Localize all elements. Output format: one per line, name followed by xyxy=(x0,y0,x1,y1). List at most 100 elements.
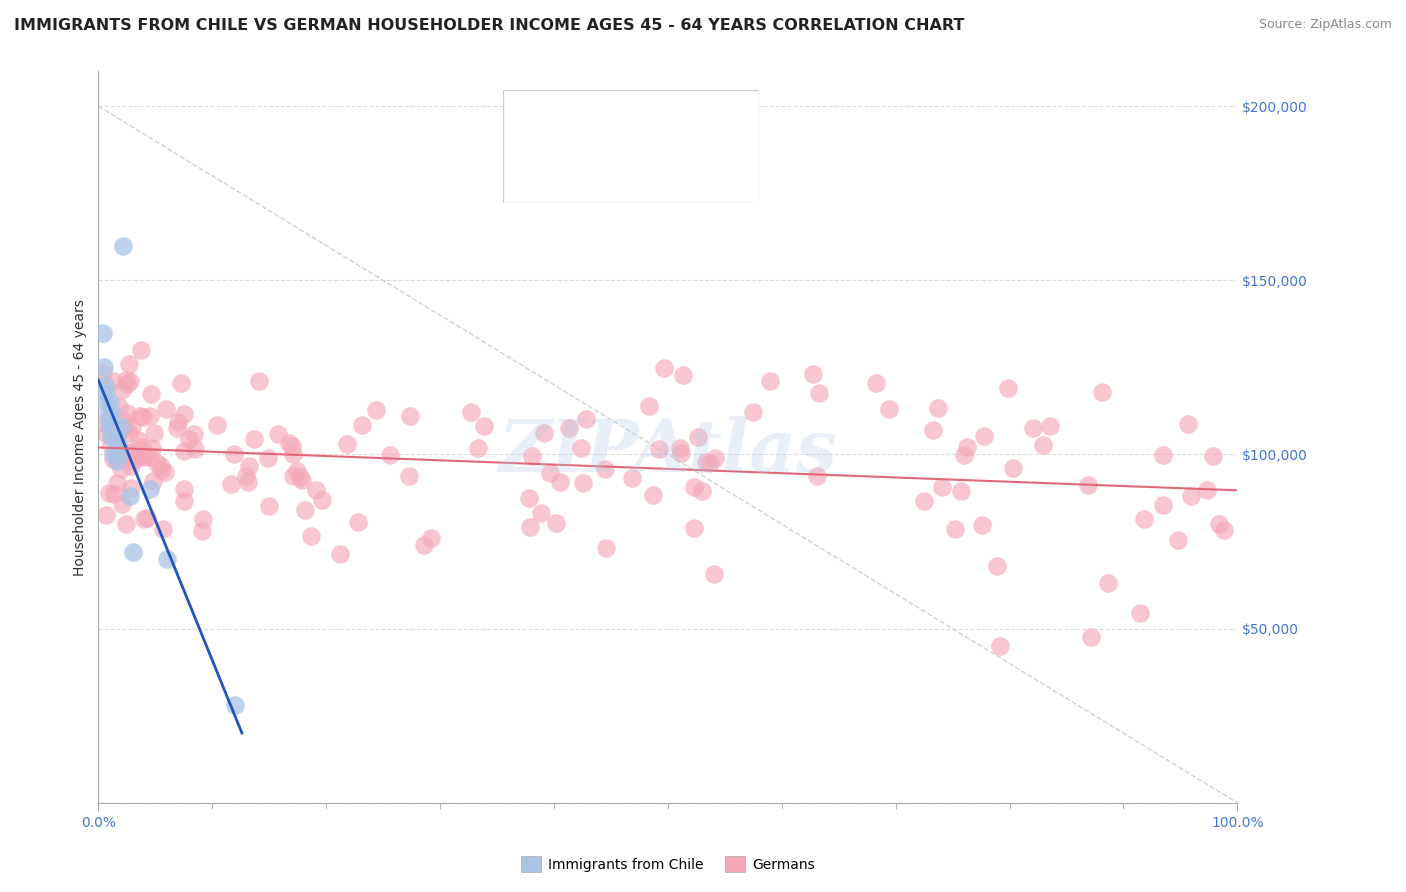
Point xyxy=(1133,512,1156,526)
Point xyxy=(97,412,120,426)
Point xyxy=(247,375,270,389)
Point xyxy=(105,433,128,447)
Point xyxy=(104,430,127,444)
Point xyxy=(110,445,132,459)
Y-axis label: Householder Income Ages 45 - 64 years: Householder Income Ages 45 - 64 years xyxy=(73,299,87,575)
Point xyxy=(108,448,131,462)
Point xyxy=(1180,489,1202,503)
Point xyxy=(280,439,302,453)
Point xyxy=(101,406,124,420)
Point xyxy=(122,453,145,467)
Point xyxy=(956,440,979,454)
Point xyxy=(530,506,553,520)
Point xyxy=(173,494,195,508)
Point xyxy=(167,415,190,429)
Point xyxy=(398,468,420,483)
Point xyxy=(931,480,953,494)
Point xyxy=(671,446,693,460)
Point xyxy=(703,566,725,581)
Point xyxy=(257,450,280,465)
Point xyxy=(460,405,482,419)
Point xyxy=(572,476,595,491)
Point xyxy=(94,416,117,430)
Point xyxy=(118,357,141,371)
Point xyxy=(801,367,824,381)
Point xyxy=(105,441,128,455)
Point xyxy=(669,442,692,456)
Point xyxy=(997,381,1019,395)
Point xyxy=(173,443,195,458)
Point xyxy=(1177,417,1199,431)
Point xyxy=(94,508,117,523)
Point xyxy=(173,482,195,496)
Point xyxy=(166,421,188,435)
Point xyxy=(96,406,118,420)
Point xyxy=(741,405,763,419)
Point xyxy=(879,402,901,417)
Point xyxy=(219,477,242,491)
Point xyxy=(139,387,162,401)
Point xyxy=(1080,630,1102,644)
Point xyxy=(638,399,661,413)
Point xyxy=(111,423,134,437)
Point xyxy=(134,450,156,464)
Point xyxy=(145,456,167,470)
Point xyxy=(224,446,246,460)
Point xyxy=(183,427,205,442)
Legend: Immigrants from Chile, Germans: Immigrants from Chile, Germans xyxy=(515,850,821,878)
Point xyxy=(121,545,143,559)
Point xyxy=(143,425,166,440)
Point xyxy=(986,559,1008,574)
Point xyxy=(569,441,592,455)
Point xyxy=(533,425,555,440)
Point xyxy=(127,433,149,447)
Point xyxy=(91,326,114,340)
Point xyxy=(540,466,562,480)
Point xyxy=(191,524,214,538)
Point xyxy=(927,401,949,416)
Point xyxy=(139,409,162,423)
Point xyxy=(117,426,139,441)
Point xyxy=(467,441,489,455)
Point xyxy=(278,435,301,450)
Point xyxy=(131,440,153,454)
Point xyxy=(107,400,129,414)
Point xyxy=(120,481,142,495)
Point xyxy=(132,512,155,526)
Point xyxy=(129,343,152,357)
Point xyxy=(285,464,308,478)
Point xyxy=(224,698,246,713)
Point xyxy=(1022,420,1045,434)
Point xyxy=(100,437,122,451)
Point xyxy=(112,414,135,428)
Point xyxy=(695,455,717,469)
Point xyxy=(922,423,945,437)
Point xyxy=(413,538,436,552)
Point xyxy=(110,461,132,475)
Point xyxy=(686,430,709,444)
Point xyxy=(703,450,725,465)
Point xyxy=(236,475,259,489)
Point xyxy=(595,462,617,476)
Point xyxy=(943,522,966,536)
Point xyxy=(329,548,352,562)
Point xyxy=(1212,523,1234,537)
Point xyxy=(807,386,830,401)
Point xyxy=(193,512,215,526)
Point xyxy=(641,488,664,502)
Point xyxy=(1167,533,1189,547)
Text: Source: ZipAtlas.com: Source: ZipAtlas.com xyxy=(1258,18,1392,31)
Point xyxy=(103,487,125,501)
Point xyxy=(94,427,117,442)
Point xyxy=(132,409,155,424)
Point xyxy=(170,376,193,390)
Point xyxy=(257,500,280,514)
Point xyxy=(267,426,290,441)
Point xyxy=(519,520,541,534)
Point xyxy=(1091,385,1114,400)
Point xyxy=(595,541,617,555)
Point xyxy=(94,377,117,392)
Point xyxy=(544,516,567,531)
Point xyxy=(350,417,373,432)
Point xyxy=(142,475,165,489)
